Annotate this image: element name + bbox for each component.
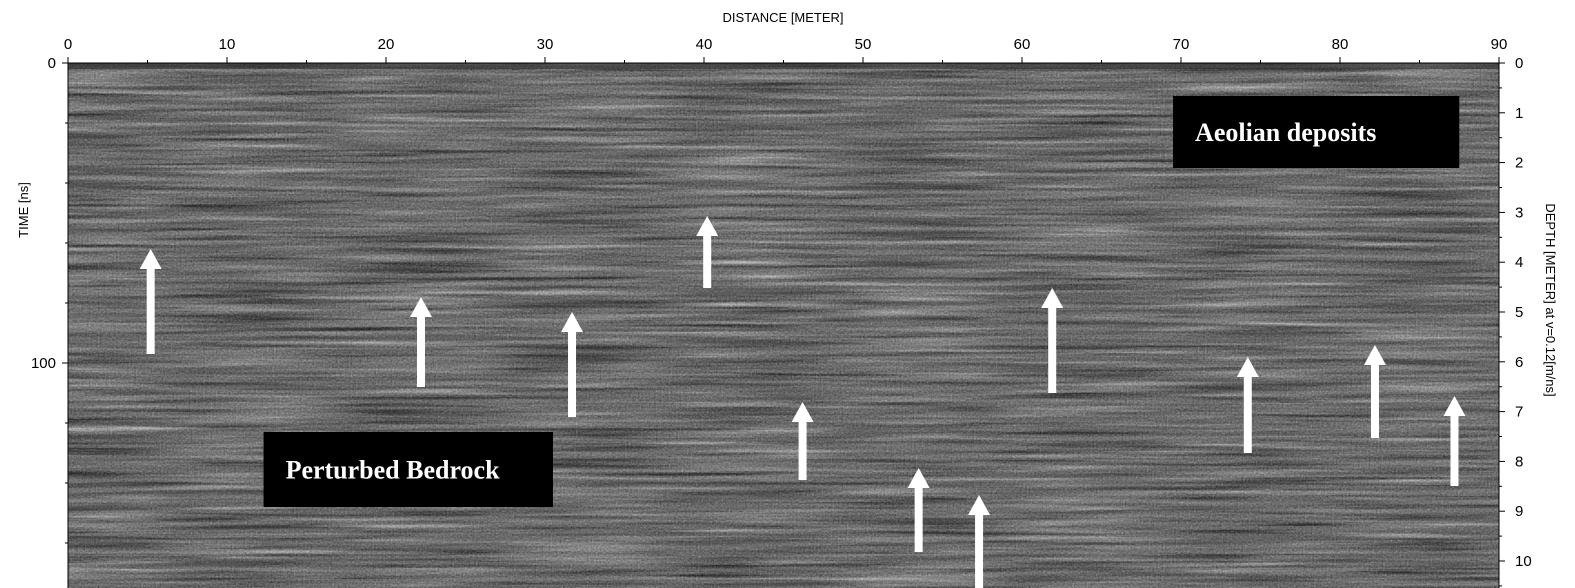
arrow-head	[1041, 288, 1064, 308]
arrow-shaft	[1243, 373, 1252, 453]
arrow-shaft	[1370, 361, 1379, 438]
annotations-layer: Aeolian deposits Perturbed Bedrock	[263, 96, 1460, 507]
y-tick-label: 0	[48, 55, 56, 72]
arrow-shaft	[975, 511, 984, 588]
x-axis-title: DISTANCE [METER]	[722, 10, 843, 25]
y2-tick-label: 10	[1515, 553, 1532, 570]
y2-tick-label: 7	[1515, 404, 1523, 421]
arrow-shaft	[703, 232, 712, 288]
annotation-label: Perturbed Bedrock	[286, 456, 501, 485]
arrow-marker	[1236, 357, 1259, 453]
x-tick-label: 70	[1173, 36, 1190, 53]
arrow-head	[1363, 345, 1386, 365]
arrow-marker	[139, 249, 162, 354]
arrow-head	[409, 297, 432, 317]
axes-layer: 0 10 20 30 40 50 60 70 80 90 0 100 0 1 2 3 4 5 6 7 8 9 10	[31, 36, 1532, 588]
arrow-head	[968, 495, 991, 515]
annotation-box	[1173, 96, 1460, 168]
x-tick-label: 90	[1491, 36, 1508, 53]
arrow-marker	[791, 402, 814, 480]
arrow-head	[696, 216, 719, 236]
arrow-head	[561, 312, 584, 332]
radargram-surface-band	[68, 63, 1499, 69]
y2-tick-label: 1	[1515, 105, 1523, 122]
arrow-head	[791, 402, 814, 422]
arrows-layer	[139, 216, 1466, 588]
y-axis-title: TIME [ns]	[16, 182, 31, 238]
x-tick-label: 60	[1014, 36, 1031, 53]
arrow-marker	[1041, 288, 1064, 393]
y2-tick-label: 2	[1515, 155, 1523, 172]
y2-tick-label: 4	[1515, 254, 1523, 271]
y2-tick-label: 3	[1515, 204, 1523, 221]
x-tick-label: 0	[64, 36, 72, 53]
arrow-shaft	[416, 313, 425, 387]
arrow-marker	[1443, 396, 1466, 486]
y2-tick-label: 8	[1515, 453, 1523, 470]
arrow-shaft	[914, 484, 923, 552]
x-tick-label: 40	[696, 36, 713, 53]
arrow-marker	[1363, 345, 1386, 438]
arrow-head	[139, 249, 162, 269]
arrow-marker	[907, 468, 930, 552]
arrow-shaft	[568, 328, 577, 417]
arrow-head	[1443, 396, 1466, 416]
arrow-shaft	[1048, 304, 1057, 393]
y2-tick-label: 5	[1515, 304, 1523, 321]
arrow-shaft	[798, 418, 807, 480]
y2-tick-label: 9	[1515, 503, 1523, 520]
arrow-marker	[696, 216, 719, 288]
arrow-marker	[409, 297, 432, 387]
y-tick-label: 100	[31, 355, 56, 372]
x-tick-label: 20	[378, 36, 395, 53]
x-tick-label: 50	[855, 36, 872, 53]
arrow-marker	[561, 312, 584, 417]
arrow-shaft	[1450, 412, 1459, 486]
x-tick-label: 30	[537, 36, 554, 53]
annotation-label: Aeolian deposits	[1195, 118, 1376, 147]
radargram-plot: Aeolian deposits Perturbed Bedrock	[68, 63, 1499, 588]
arrow-head	[907, 468, 930, 488]
y2-tick-label: 0	[1515, 55, 1523, 72]
arrow-head	[1236, 357, 1259, 377]
x-tick-label: 10	[219, 36, 236, 53]
y2-tick-label: 6	[1515, 354, 1523, 371]
x-tick-label: 80	[1332, 36, 1349, 53]
arrow-marker	[968, 495, 991, 588]
y2-axis-title: DEPTH [METER] at v=0.12[m/ns]	[1543, 203, 1558, 396]
arrow-shaft	[146, 265, 155, 354]
annotation-box	[263, 432, 553, 507]
